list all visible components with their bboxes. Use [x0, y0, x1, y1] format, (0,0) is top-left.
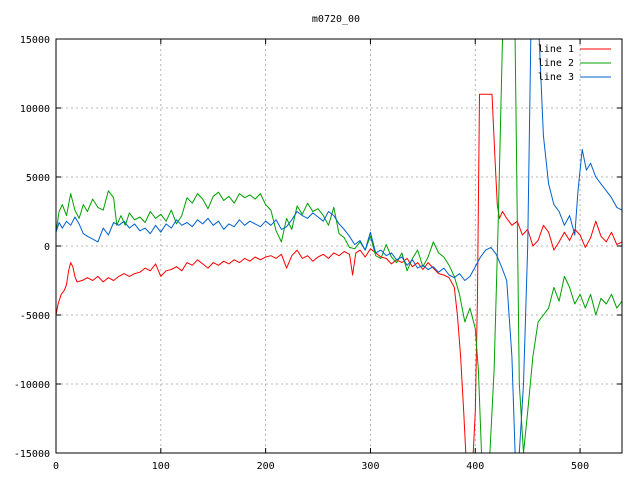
- y-tick-label: 0: [44, 242, 50, 253]
- y-axis: -15000 -10000 -5000 0 5000 10000 15000: [14, 35, 622, 460]
- x-tick-label: 200: [257, 461, 275, 472]
- y-tick-label: 10000: [20, 104, 50, 115]
- x-axis: 0 100 200 300 400 500: [53, 39, 589, 472]
- legend-label: line 2: [538, 58, 574, 69]
- legend-label: line 1: [538, 44, 574, 55]
- x-tick-label: 100: [152, 461, 170, 472]
- y-tick-label: -15000: [14, 449, 50, 460]
- chart-title: m0720_00: [312, 14, 360, 25]
- x-tick-label: 500: [571, 461, 589, 472]
- x-tick-label: 300: [361, 461, 379, 472]
- series-line-2: [56, 39, 622, 453]
- y-tick-label: 5000: [26, 173, 50, 184]
- x-tick-label: 0: [53, 461, 59, 472]
- grid-lines: [56, 39, 622, 453]
- y-tick-label: -10000: [14, 380, 50, 391]
- legend-label: line 3: [538, 72, 574, 83]
- legend: line 1 line 2 line 3: [538, 44, 611, 83]
- plot-frame: [55, 38, 623, 454]
- x-tick-label: 400: [466, 461, 484, 472]
- series-line-1: [56, 93, 622, 453]
- y-tick-label: 15000: [20, 35, 50, 46]
- series-line-3: [56, 39, 622, 453]
- y-tick-label: -5000: [20, 311, 50, 322]
- series-group: [56, 39, 622, 453]
